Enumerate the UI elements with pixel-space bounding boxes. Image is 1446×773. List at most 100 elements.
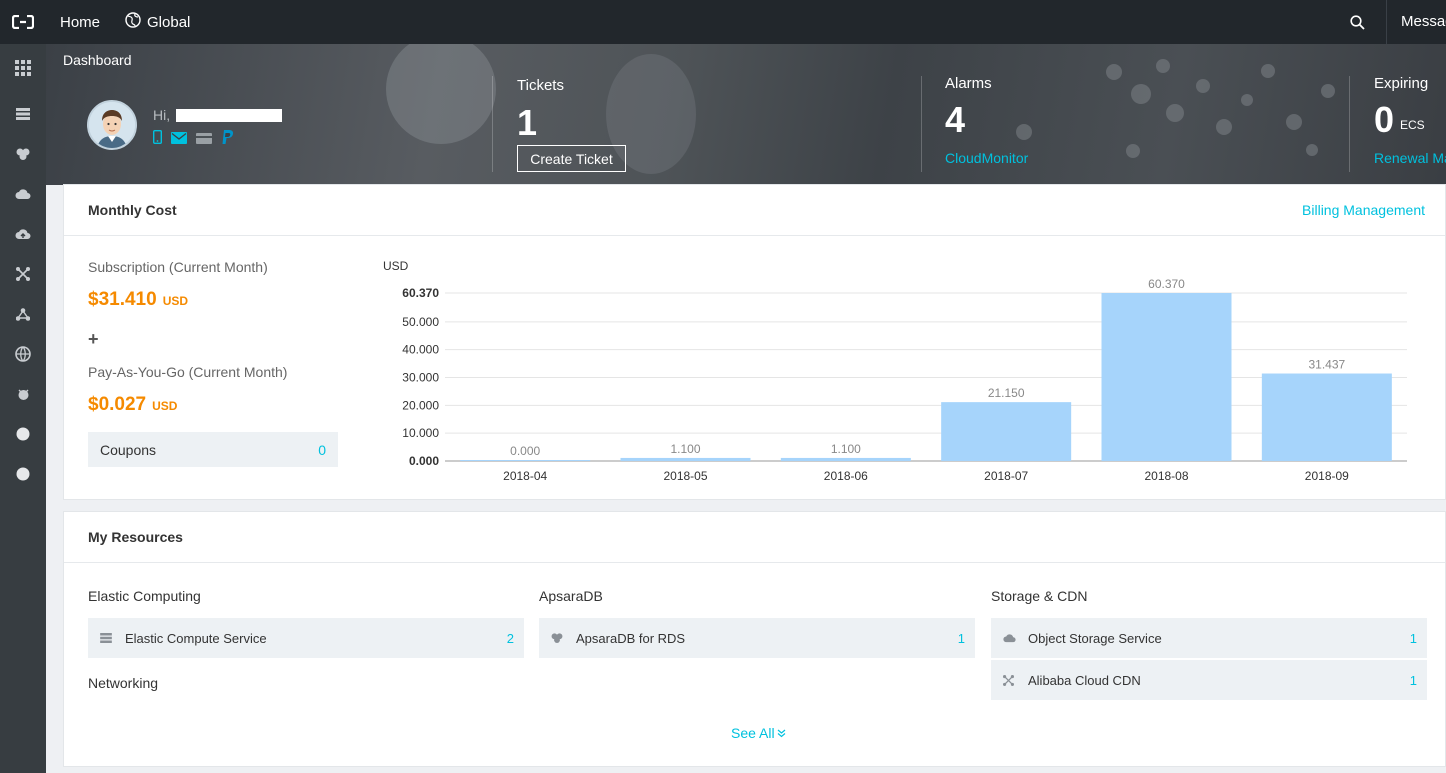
resource-ecs[interactable]: Elastic Compute Service 2 [88, 618, 524, 658]
expiring-label: Expiring [1374, 75, 1429, 92]
chart-bar[interactable] [1261, 373, 1392, 461]
chart-y-tick-label: 60.370 [402, 286, 439, 300]
top-bar: Home Global Messages [0, 0, 1446, 44]
nav-home-label: Home [60, 13, 101, 31]
chart-bar[interactable] [1101, 293, 1232, 461]
background-decoration [1166, 104, 1184, 122]
background-decoration [1216, 119, 1232, 135]
background-decoration [1156, 59, 1170, 73]
credit-card-icon[interactable] [196, 131, 212, 149]
resource-name: Alibaba Cloud CDN [1028, 672, 1141, 688]
chart-bar[interactable] [620, 457, 751, 461]
sidebar [0, 44, 46, 773]
phone-icon[interactable] [152, 129, 162, 149]
chart-y-tick-label: 0.000 [409, 454, 439, 468]
circle-icon[interactable] [0, 454, 46, 494]
globe-icon[interactable] [0, 334, 46, 374]
chart-y-tick-label: 30.000 [402, 371, 439, 385]
hero-divider [492, 76, 493, 172]
alarms-label: Alarms [945, 75, 992, 92]
network-icon[interactable] [0, 254, 46, 294]
server-icon[interactable] [0, 94, 46, 134]
region-selector[interactable]: Global [125, 0, 190, 44]
chart-y-tick-label: 20.000 [402, 398, 439, 412]
email-icon[interactable] [171, 131, 187, 149]
category-apsaradb: ApsaraDB [539, 588, 603, 604]
resource-cdn[interactable]: Alibaba Cloud CDN 1 [991, 660, 1427, 700]
chart-data-label: 60.370 [1148, 277, 1185, 291]
cost-summary: Subscription (Current Month) $31.410 USD… [88, 259, 287, 416]
paypal-icon[interactable] [221, 130, 234, 149]
resource-count[interactable]: 1 [957, 630, 965, 646]
cloud-storage-icon[interactable] [0, 174, 46, 214]
background-decoration [1321, 84, 1335, 98]
chart-y-label: USD [383, 259, 409, 273]
chart-data-label: 1.100 [670, 442, 700, 456]
chart-y-tick-label: 50.000 [402, 315, 439, 329]
background-decoration [386, 44, 496, 144]
subscription-amount: $31.410 [88, 289, 157, 310]
cluster-icon[interactable] [0, 294, 46, 334]
billing-management-link[interactable]: Billing Management [1302, 202, 1425, 218]
background-decoration [1016, 124, 1032, 140]
chart-y-tick-label: 10.000 [402, 426, 439, 440]
apps-grid-icon[interactable] [0, 48, 46, 88]
chart-x-tick-label: 2018-06 [824, 469, 868, 483]
resource-column: Storage & CDN Object Storage Service 1 A… [991, 588, 1427, 702]
expiring-count[interactable]: 0 [1374, 99, 1395, 140]
alarms-count[interactable]: 4 [945, 99, 966, 140]
cloudmonitor-link[interactable]: CloudMonitor [945, 150, 1029, 166]
my-resources-card: My Resources Elastic Computing Elastic C… [63, 511, 1446, 767]
tickets-count[interactable]: 1 [517, 102, 538, 143]
resource-count[interactable]: 2 [506, 630, 514, 646]
coupons-count[interactable]: 0 [318, 441, 326, 458]
see-all-link[interactable]: See All [731, 725, 786, 741]
chart-bar[interactable] [460, 460, 591, 461]
card-header: Monthly Cost Billing Management [64, 185, 1445, 236]
monthly-cost-card: Monthly Cost Billing Management Subscrip… [63, 184, 1446, 500]
redacted-username [176, 108, 283, 122]
payg-unit: USD [152, 399, 178, 413]
page-title: Dashboard [63, 52, 132, 68]
dashboard-hero: Dashboard Hi, Tickets 1 Create Ticket Al… [46, 44, 1446, 185]
background-decoration [1306, 144, 1318, 156]
chart-data-label: 31.437 [1308, 358, 1345, 372]
messages-link[interactable]: Messages [1386, 0, 1446, 44]
resource-column: Elastic Computing Elastic Compute Servic… [88, 588, 524, 705]
chart-data-label: 0.000 [510, 444, 540, 458]
database-icon [551, 633, 565, 643]
chart-x-tick-label: 2018-04 [503, 469, 547, 483]
background-decoration [1286, 114, 1302, 130]
resource-count[interactable]: 1 [1409, 672, 1417, 688]
bug-icon[interactable] [0, 374, 46, 414]
expiring-unit: ECS [1400, 118, 1425, 132]
chart-x-tick-label: 2018-09 [1305, 469, 1349, 483]
aliyun-logo-icon[interactable] [0, 0, 46, 44]
resource-rds[interactable]: ApsaraDB for RDS 1 [539, 618, 975, 658]
search-icon[interactable] [1342, 0, 1372, 44]
renewal-management-link[interactable]: Renewal Management [1374, 150, 1446, 166]
payg-cost: $0.027 USD [88, 394, 287, 416]
avatar[interactable] [87, 100, 137, 150]
database-icon[interactable] [0, 134, 46, 174]
coupons-row[interactable]: Coupons 0 [88, 432, 338, 467]
chart-data-label: 1.100 [831, 442, 861, 456]
resource-oss[interactable]: Object Storage Service 1 [991, 618, 1427, 658]
network-icon [1003, 674, 1017, 686]
create-ticket-button[interactable]: Create Ticket [517, 145, 626, 172]
resource-count[interactable]: 1 [1409, 630, 1417, 646]
user-greeting: Hi, [153, 107, 283, 123]
region-label: Global [147, 13, 191, 31]
chart-bar[interactable] [941, 402, 1072, 461]
nav-home[interactable]: Home [60, 0, 100, 44]
cloud-upload-icon[interactable] [0, 214, 46, 254]
cloud-storage-icon [1003, 633, 1017, 643]
chart-bar[interactable] [780, 457, 911, 461]
chart-y-tick-label: 40.000 [402, 343, 439, 357]
subscription-cost: $31.410 USD [88, 289, 287, 311]
circle-icon[interactable] [0, 414, 46, 454]
card-title: My Resources [88, 529, 183, 545]
background-decoration [1241, 94, 1253, 106]
background-decoration [1131, 84, 1151, 104]
subscription-label: Subscription (Current Month) [88, 259, 268, 275]
